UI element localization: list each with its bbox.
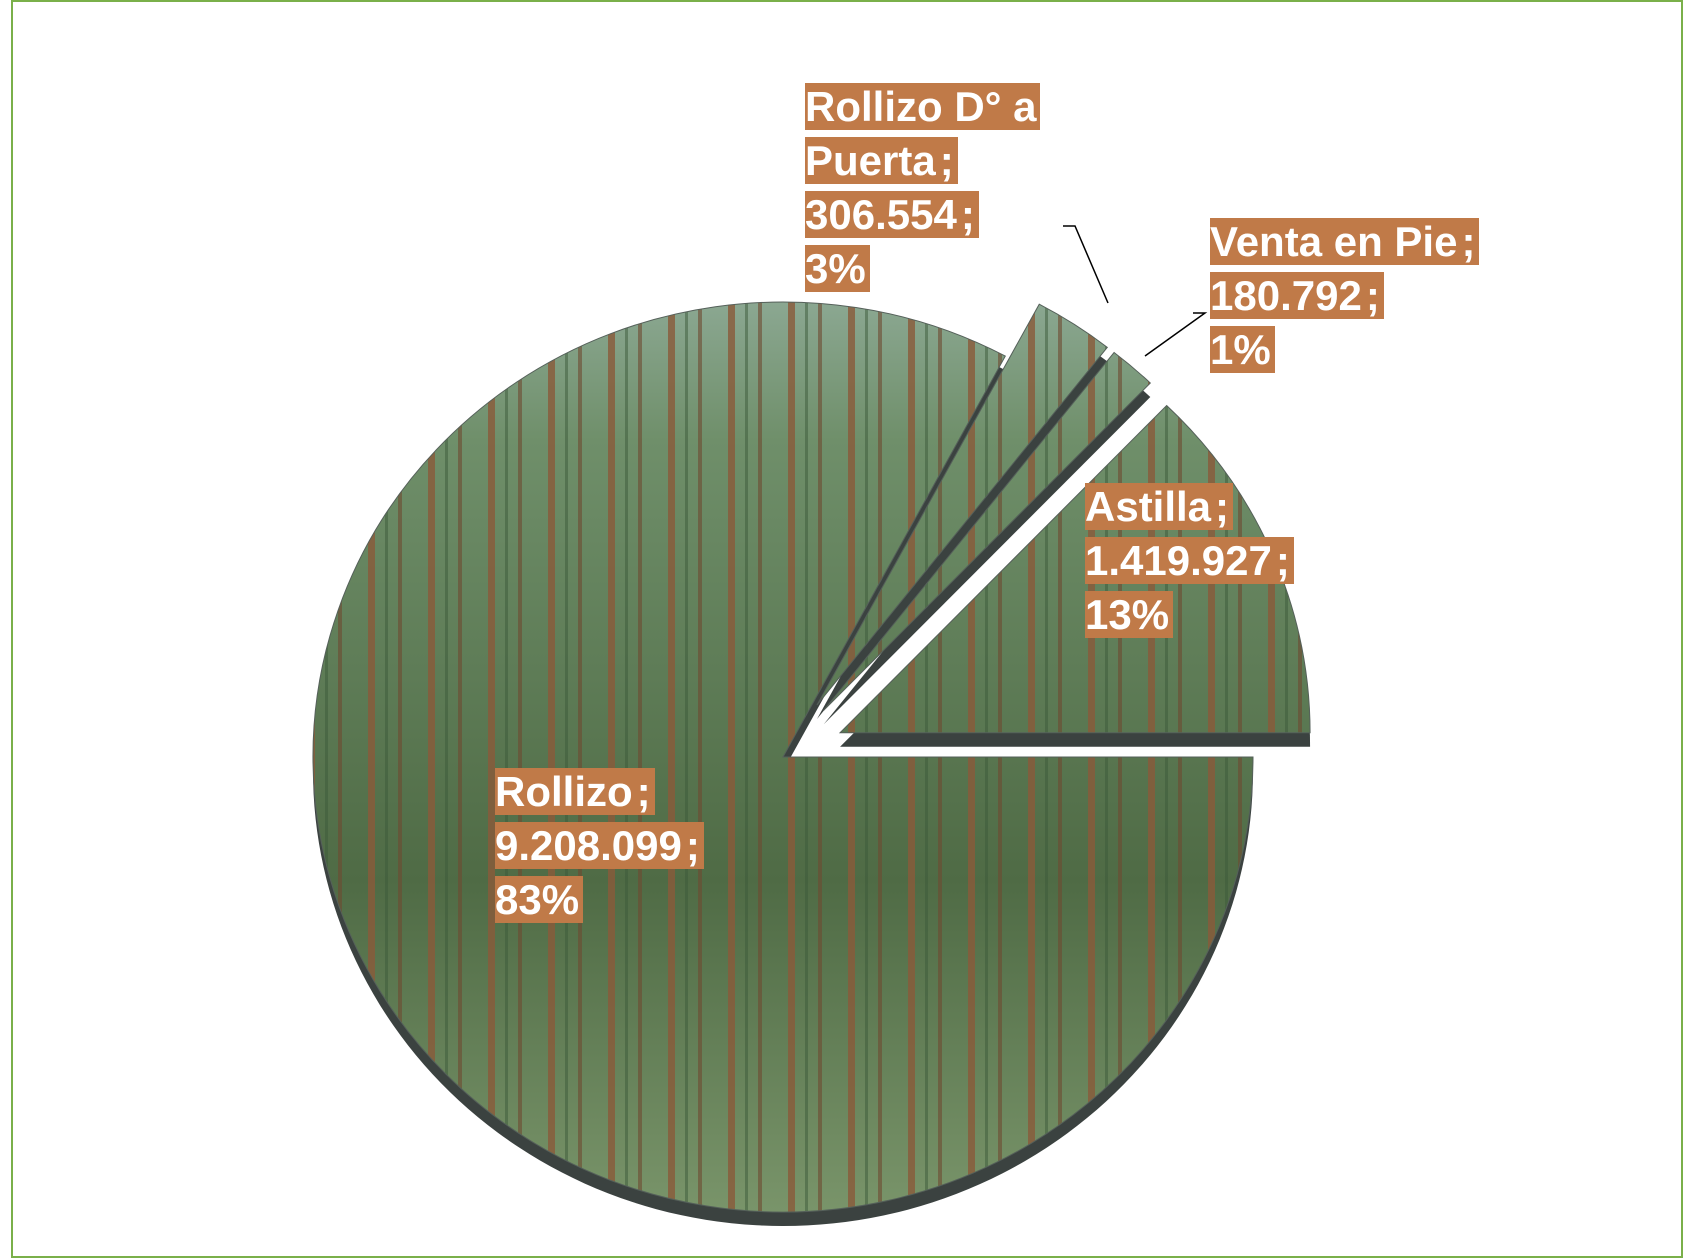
category: Venta en Pie — [1210, 218, 1462, 265]
frame — [11, 0, 1683, 1258]
slice — [823, 351, 1152, 711]
data-label: Rollizo D° a Puerta; 306.554; 3% — [805, 80, 1095, 296]
value-label: 180.792 — [1210, 272, 1366, 319]
separator: ; — [960, 191, 979, 238]
data-label: Astilla; 1.419.927; 13% — [1085, 480, 1345, 642]
value-label: 1.419.927 — [1085, 537, 1276, 584]
data-label: Rollizo; 9.208.099; 83% — [495, 765, 755, 927]
leader-line — [1144, 312, 1208, 357]
separator: ; — [939, 137, 958, 184]
slice — [816, 303, 1109, 706]
percent-label: 13% — [1085, 591, 1174, 638]
value-label: 306.554 — [805, 191, 961, 238]
value-label: 9.208.099 — [495, 822, 686, 869]
percent-label: 1% — [1210, 326, 1275, 373]
separator: ; — [1461, 218, 1480, 265]
category: Rollizo — [495, 768, 637, 815]
separator: ; — [636, 768, 655, 815]
category: Astilla — [1085, 483, 1216, 530]
separator: ; — [685, 822, 704, 869]
category: Rollizo D° a Puerta — [805, 83, 1041, 184]
percent-label: 3% — [805, 245, 870, 292]
slice — [312, 301, 1254, 1213]
percent-label: 83% — [495, 876, 584, 923]
separator: ; — [1365, 272, 1384, 319]
separator: ; — [1275, 537, 1294, 584]
separator: ; — [1215, 483, 1234, 530]
leader-line — [1063, 225, 1109, 304]
data-label: Venta en Pie; 180.792; 1% — [1210, 215, 1540, 377]
